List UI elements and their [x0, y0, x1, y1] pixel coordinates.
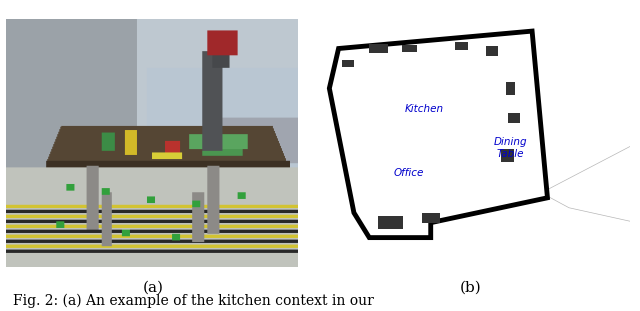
Polygon shape: [330, 31, 547, 238]
Bar: [401, 45, 417, 52]
Bar: [506, 82, 515, 95]
Bar: [508, 113, 520, 123]
Bar: [378, 216, 403, 229]
Text: Kitchen: Kitchen: [405, 104, 444, 114]
Text: (b): (b): [460, 281, 481, 295]
Bar: [501, 149, 514, 162]
Bar: [486, 46, 499, 56]
Bar: [455, 42, 468, 50]
Bar: [422, 213, 440, 223]
Text: (a): (a): [143, 281, 164, 295]
Bar: [369, 44, 388, 53]
Text: Office: Office: [394, 168, 424, 178]
Text: Dining
Table: Dining Table: [494, 137, 527, 159]
Bar: [342, 60, 354, 67]
Polygon shape: [541, 143, 637, 223]
Text: Fig. 2: (a) An example of the kitchen context in our: Fig. 2: (a) An example of the kitchen co…: [13, 294, 374, 308]
